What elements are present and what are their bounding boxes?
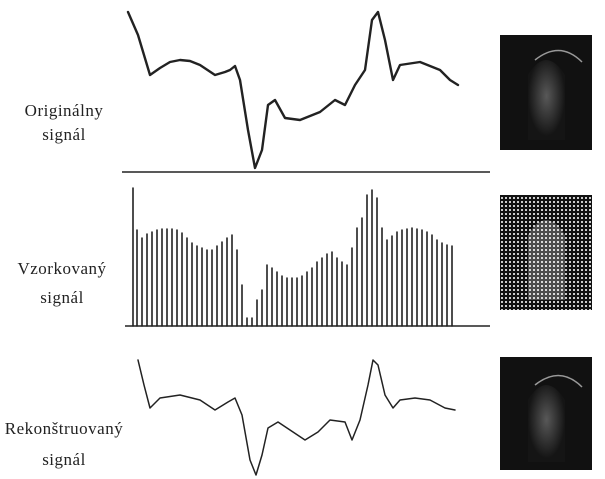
original-signal: [128, 12, 458, 168]
figure: Originálny signál Vzorkovaný signál Reko…: [0, 0, 605, 479]
row-label: signál: [40, 288, 84, 307]
row-label: signál: [42, 125, 86, 144]
sampled-image: [500, 195, 592, 310]
row-label: Rekonštruovaný: [5, 419, 123, 438]
reconstructed-signal: [138, 360, 455, 475]
original-image: [500, 35, 592, 150]
row-label: signál: [42, 450, 86, 469]
row-label: Originálny: [25, 101, 104, 120]
sampled-signal: [133, 188, 452, 326]
row-label: Vzorkovaný: [17, 259, 106, 278]
reconstructed-image: [500, 357, 592, 470]
